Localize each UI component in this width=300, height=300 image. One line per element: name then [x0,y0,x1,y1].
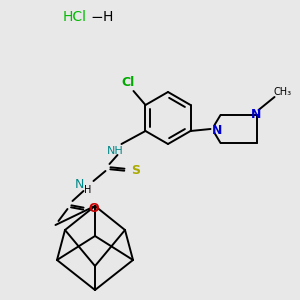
Text: H: H [103,10,113,24]
Text: CH₃: CH₃ [274,87,292,97]
Text: H: H [84,185,91,195]
Text: NH: NH [107,146,124,156]
Text: N: N [212,124,223,136]
Text: N: N [251,107,262,121]
Text: S: S [131,164,140,176]
Text: −: − [91,10,103,25]
Text: N: N [75,178,84,190]
Text: O: O [88,202,99,215]
Text: HCl: HCl [63,10,87,24]
Text: Cl: Cl [122,76,135,88]
